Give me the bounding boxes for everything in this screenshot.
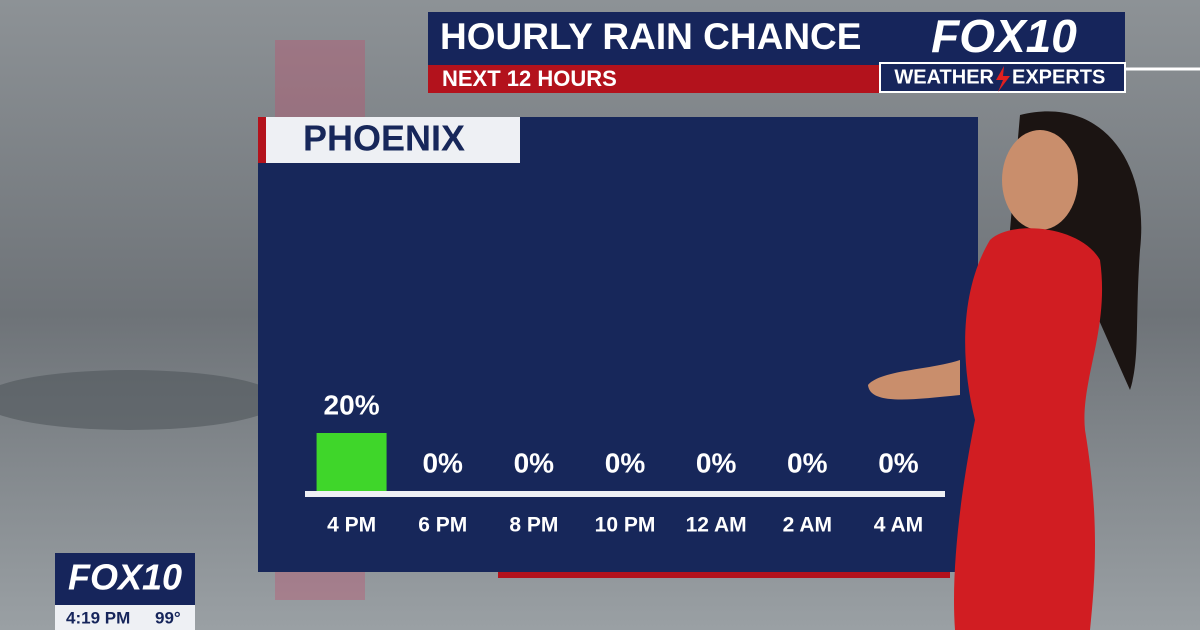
value-label: 0% [787,447,828,478]
tag-left: WEATHER [894,66,994,88]
subtitle-banner [428,65,880,93]
value-label: 20% [324,389,380,420]
bar [316,433,387,491]
chart-panel [258,117,978,572]
value-label: 0% [605,447,646,478]
x-tick-label: 6 PM [418,514,467,537]
bug-box [55,553,195,605]
x-tick-label: 2 AM [783,514,832,537]
location: PHOENIX [303,118,465,159]
value-label: 0% [514,447,555,478]
x-tick-label: 4 PM [327,514,376,537]
chart-subtitle: NEXT 12 HOURS [442,66,617,91]
x-tick-label: 8 PM [509,514,558,537]
x-tick-label: 4 AM [874,514,923,537]
bug-strip [55,605,195,630]
title-banner [428,12,1125,65]
x-tick-label: 10 PM [595,514,656,537]
presenter [868,111,1142,631]
value-label: 0% [878,447,919,478]
bug-temp: 99° [155,608,181,627]
logo: FOX10 [931,10,1077,62]
bug-time: 4:19 PM [66,608,130,627]
x-tick-label: 12 AM [686,514,747,537]
bolt [996,66,1010,92]
puddle [0,370,280,430]
plot: 4 PM 20% 6 PM 0% 8 PM 0% 10 PM 0% 12 AM 0% 2 AM 0% 4… [316,389,923,537]
bug-logo: FOX10 [68,557,182,598]
tag-right: EXPERTS [1012,66,1105,88]
value-label: 0% [422,447,463,478]
location-strip [258,117,266,163]
location-box [258,117,520,163]
chart-title: HOURLY RAIN CHANCE [440,16,861,57]
value-label: 0% [696,447,737,478]
